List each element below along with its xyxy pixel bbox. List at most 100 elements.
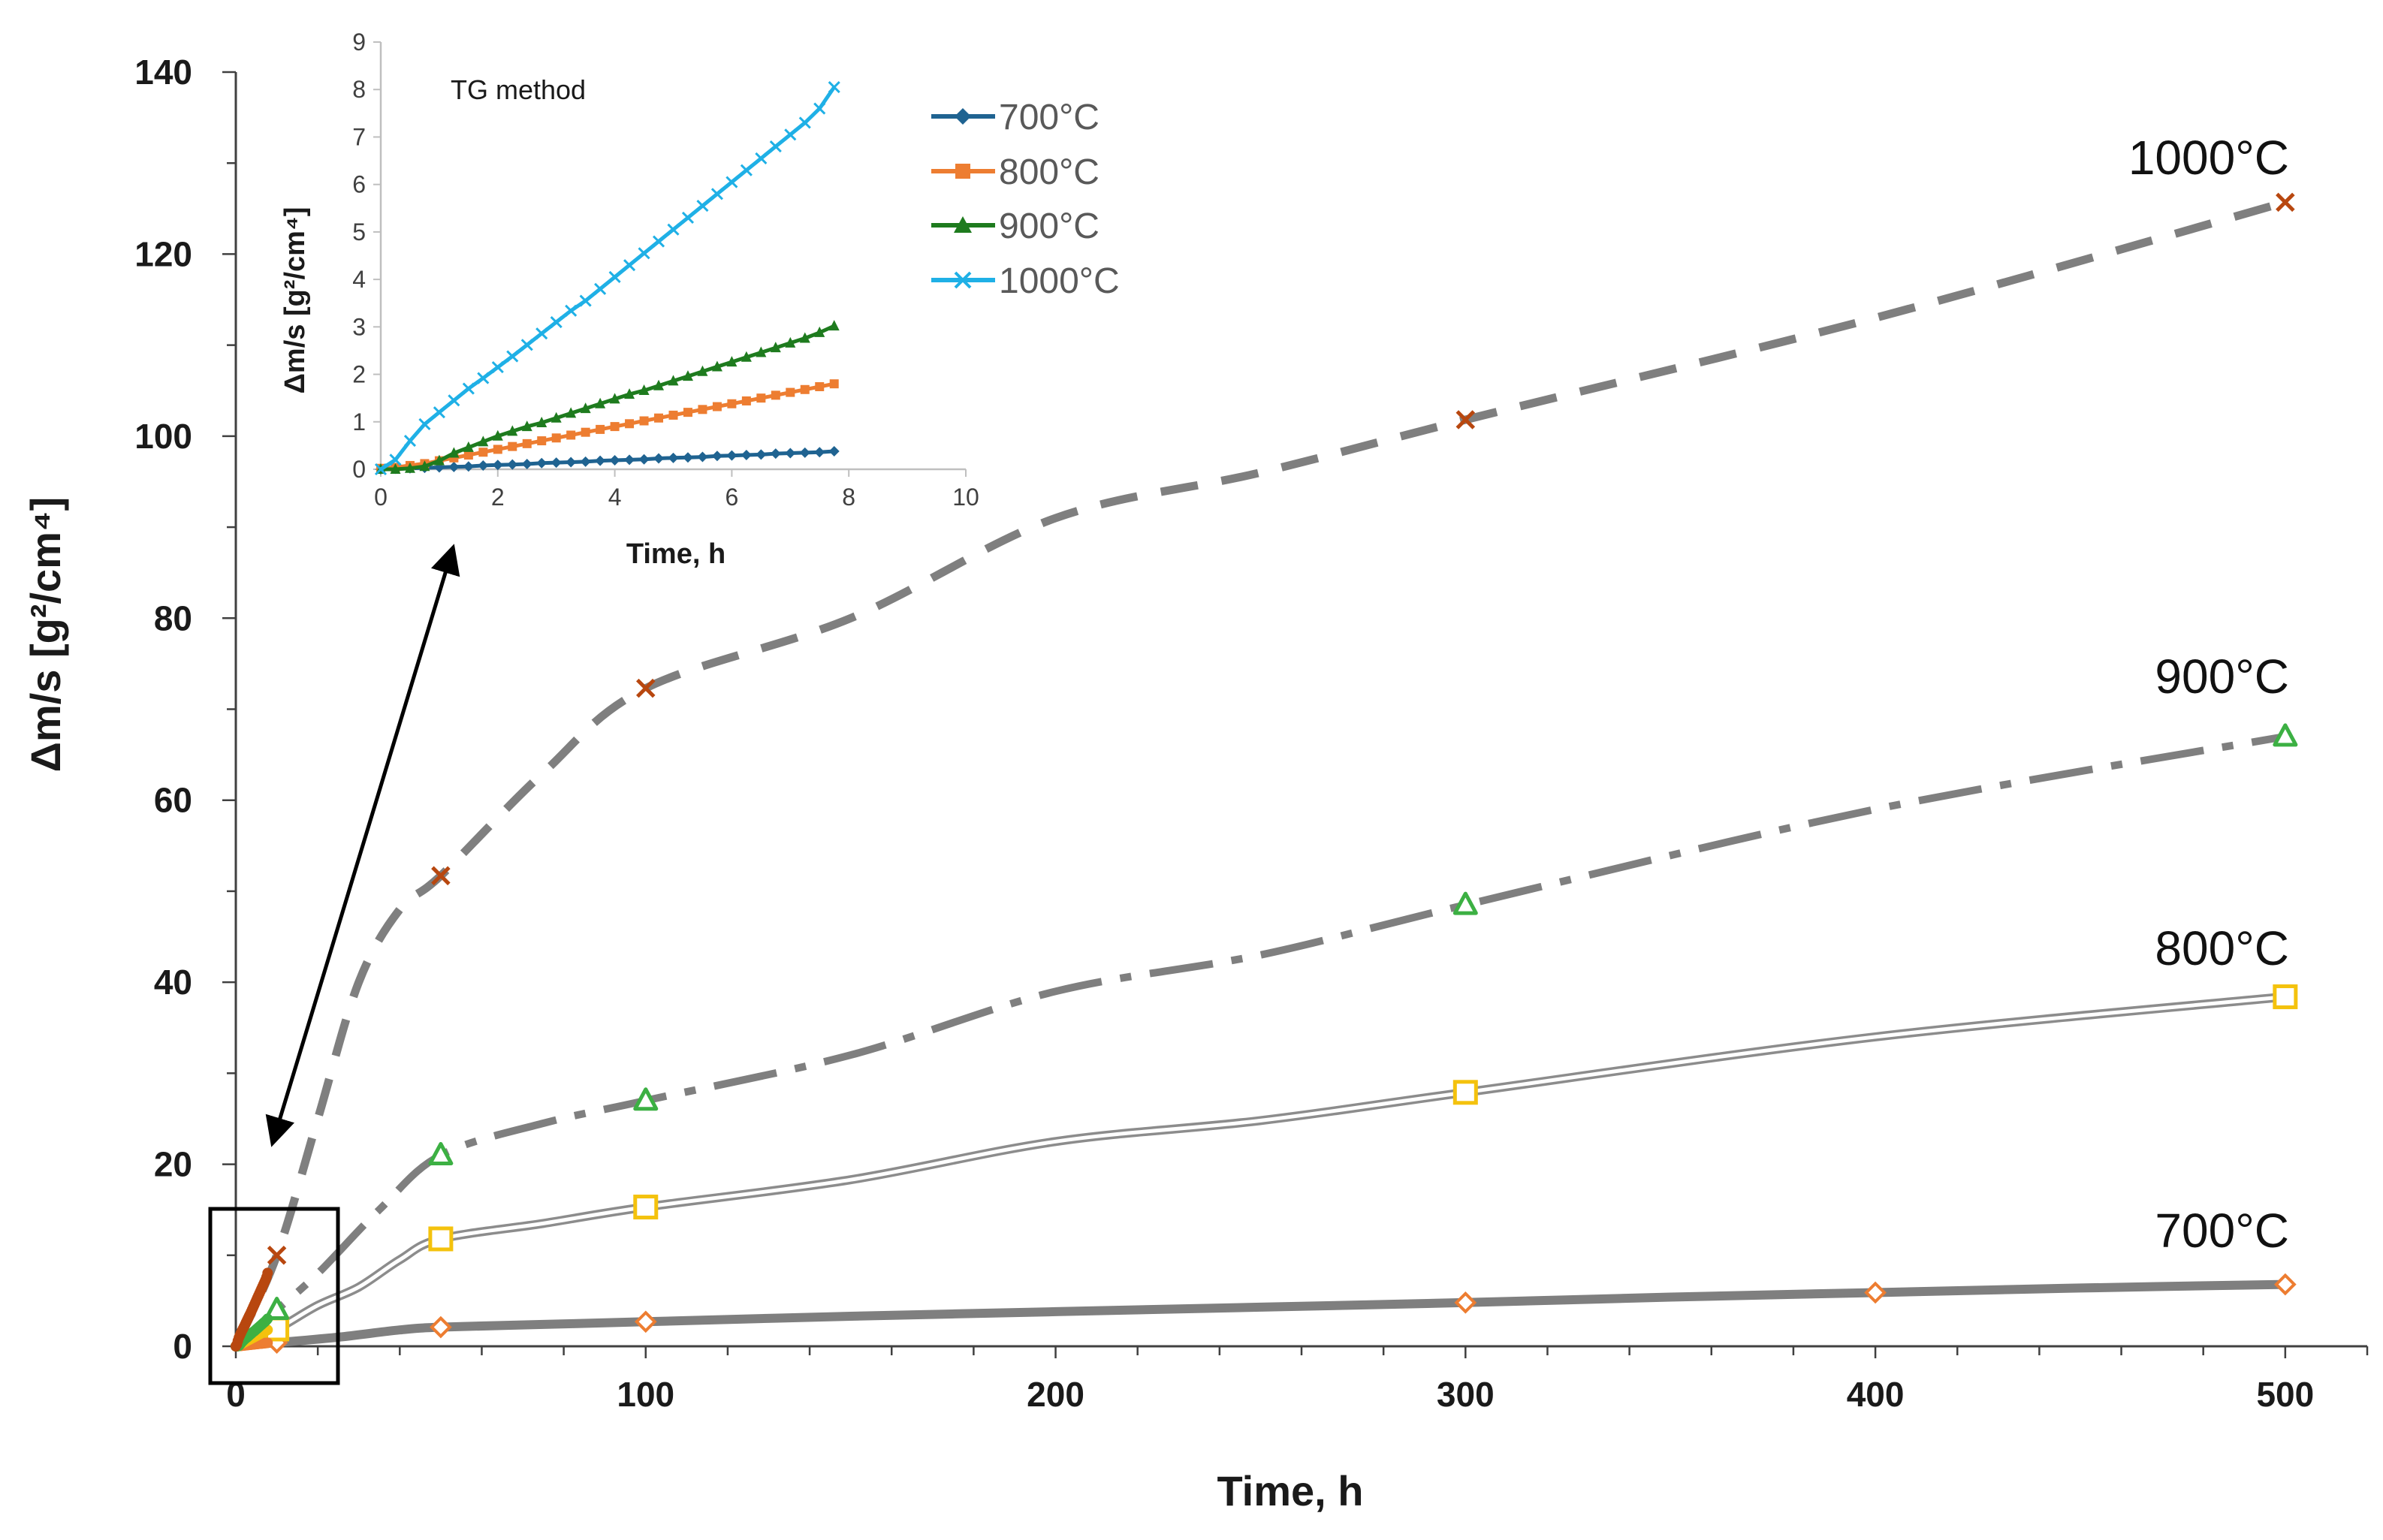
legend-label-900c: 900°C [999,206,1099,246]
series-label-1000c: 1000°C [2128,131,2289,185]
inset-y-tick-label: 5 [352,218,366,246]
main-y-tick-label: 40 [154,963,192,1002]
inset-marker-800c [581,427,590,437]
main-marker-700c [2274,1273,2297,1296]
inset-marker-800c [610,422,620,432]
inset-marker-1000c [725,176,738,188]
inset-marker-900c [609,393,620,404]
legend-item-1000c: 1000°C [931,261,1120,301]
inset-marker-1000c [594,282,607,295]
inset-marker-900c [390,463,401,474]
inset-marker-800c [537,436,547,446]
main-marker-900c [1452,891,1478,915]
main-y-tick-label: 80 [154,598,192,637]
inset-marker-1000c [769,140,782,153]
inset-x-tick-label: 0 [374,484,388,511]
main-tg-point-1000c [262,1267,273,1279]
inset-marker-1000c [608,270,621,284]
main-marker-800c [2273,984,2298,1010]
inset-marker-700c [668,452,679,463]
inset-marker-800c [727,399,737,408]
main-x-tick-label: 200 [1027,1375,1084,1414]
inset-marker-700c [580,456,591,467]
inset-marker-900c [638,384,650,396]
inset-marker-1000c [798,116,811,129]
inset-marker-900c [507,425,518,436]
inset-y-axis-title: Δm/s [g²/cm⁴] [279,207,311,394]
main-marker-800c [633,1195,659,1220]
inset-marker-1000c [638,247,650,260]
inset-marker-900c [463,441,474,452]
inset-marker-700c [770,448,781,460]
inset-marker-700c [638,454,650,465]
inset-marker-1000c [828,81,840,94]
inset-marker-900c [653,379,665,390]
main-y-tick-label: 0 [173,1327,192,1366]
main-marker-700c [1864,1281,1887,1304]
inset-marker-800c [771,390,780,400]
inset-marker-1000c [565,304,578,317]
main-x-tick-label: 0 [226,1375,246,1414]
inset-title: TG method [451,74,586,105]
inset-marker-1000c [579,294,592,307]
inset-marker-900c [551,411,562,423]
inset-marker-900c [814,326,825,337]
main-series-line-800c-inner [234,995,2288,1349]
legend-marker-700c [955,108,971,125]
inset-marker-700c [448,461,460,472]
main-marker-1000c [2276,192,2295,212]
inset-marker-800c [566,430,576,440]
main-marker-900c [428,1141,454,1165]
inset-marker-1000c [520,339,533,351]
inset-marker-900c [478,435,489,447]
inset-y-tick-label: 8 [352,76,366,103]
inset-marker-700c [566,457,577,468]
inset-marker-800c [522,438,532,448]
inset-marker-700c [711,451,722,462]
main-x-tick-label: 500 [2256,1375,2314,1414]
zoom-region-box [208,1207,340,1385]
inset-marker-900c [785,336,796,348]
main-y-tick-label: 100 [134,417,192,456]
inset-marker-900c [697,365,708,376]
main-marker-700c [430,1315,452,1339]
main-series-line-1000c [231,198,2287,1349]
main-tg-point-700c [262,1337,273,1349]
inset-marker-900c [566,407,577,418]
main-x-tick-label: 300 [1437,1375,1495,1414]
inset-marker-1000c [813,102,826,115]
inset-marker-900c [741,351,752,362]
inset-marker-900c [799,332,810,343]
inset-y-tick-label: 9 [352,29,366,56]
inset-axes [373,41,967,477]
inset-marker-1000c [740,164,753,176]
inset-marker-700c [653,453,665,464]
inset-marker-700c [595,455,606,466]
inset-marker-1000c [652,235,665,248]
inset-marker-900c [419,460,430,472]
inset-x-tick-label: 8 [842,484,855,511]
inset-marker-800c [639,416,649,426]
inset-marker-900c [433,454,445,466]
inset-marker-700c [492,460,503,471]
inset-marker-800c [596,424,605,434]
inset-marker-900c [448,447,460,458]
inset-marker-700c [799,447,810,458]
legend-item-800c: 800°C [931,152,1099,192]
inset-marker-700c [814,447,825,458]
inset-marker-800c [786,387,795,397]
inset-marker-700c [478,460,489,471]
main-series-markers [231,192,2298,1354]
inset-marker-700c [507,459,518,470]
legend-item-900c: 900°C [931,206,1099,246]
inset-marker-1000c [535,327,548,340]
series-label-900c: 900°C [2155,649,2289,704]
inset-y-tick-label: 7 [352,123,366,150]
inset-marker-700c [785,448,796,459]
inset-x-tick-label: 6 [725,484,739,511]
main-tg-data-cluster [231,1267,273,1352]
inset-marker-800c [815,381,825,391]
inset-marker-700c [756,449,767,460]
legend-item-700c: 700°C [931,98,1099,137]
inset-marker-800c [712,402,722,411]
